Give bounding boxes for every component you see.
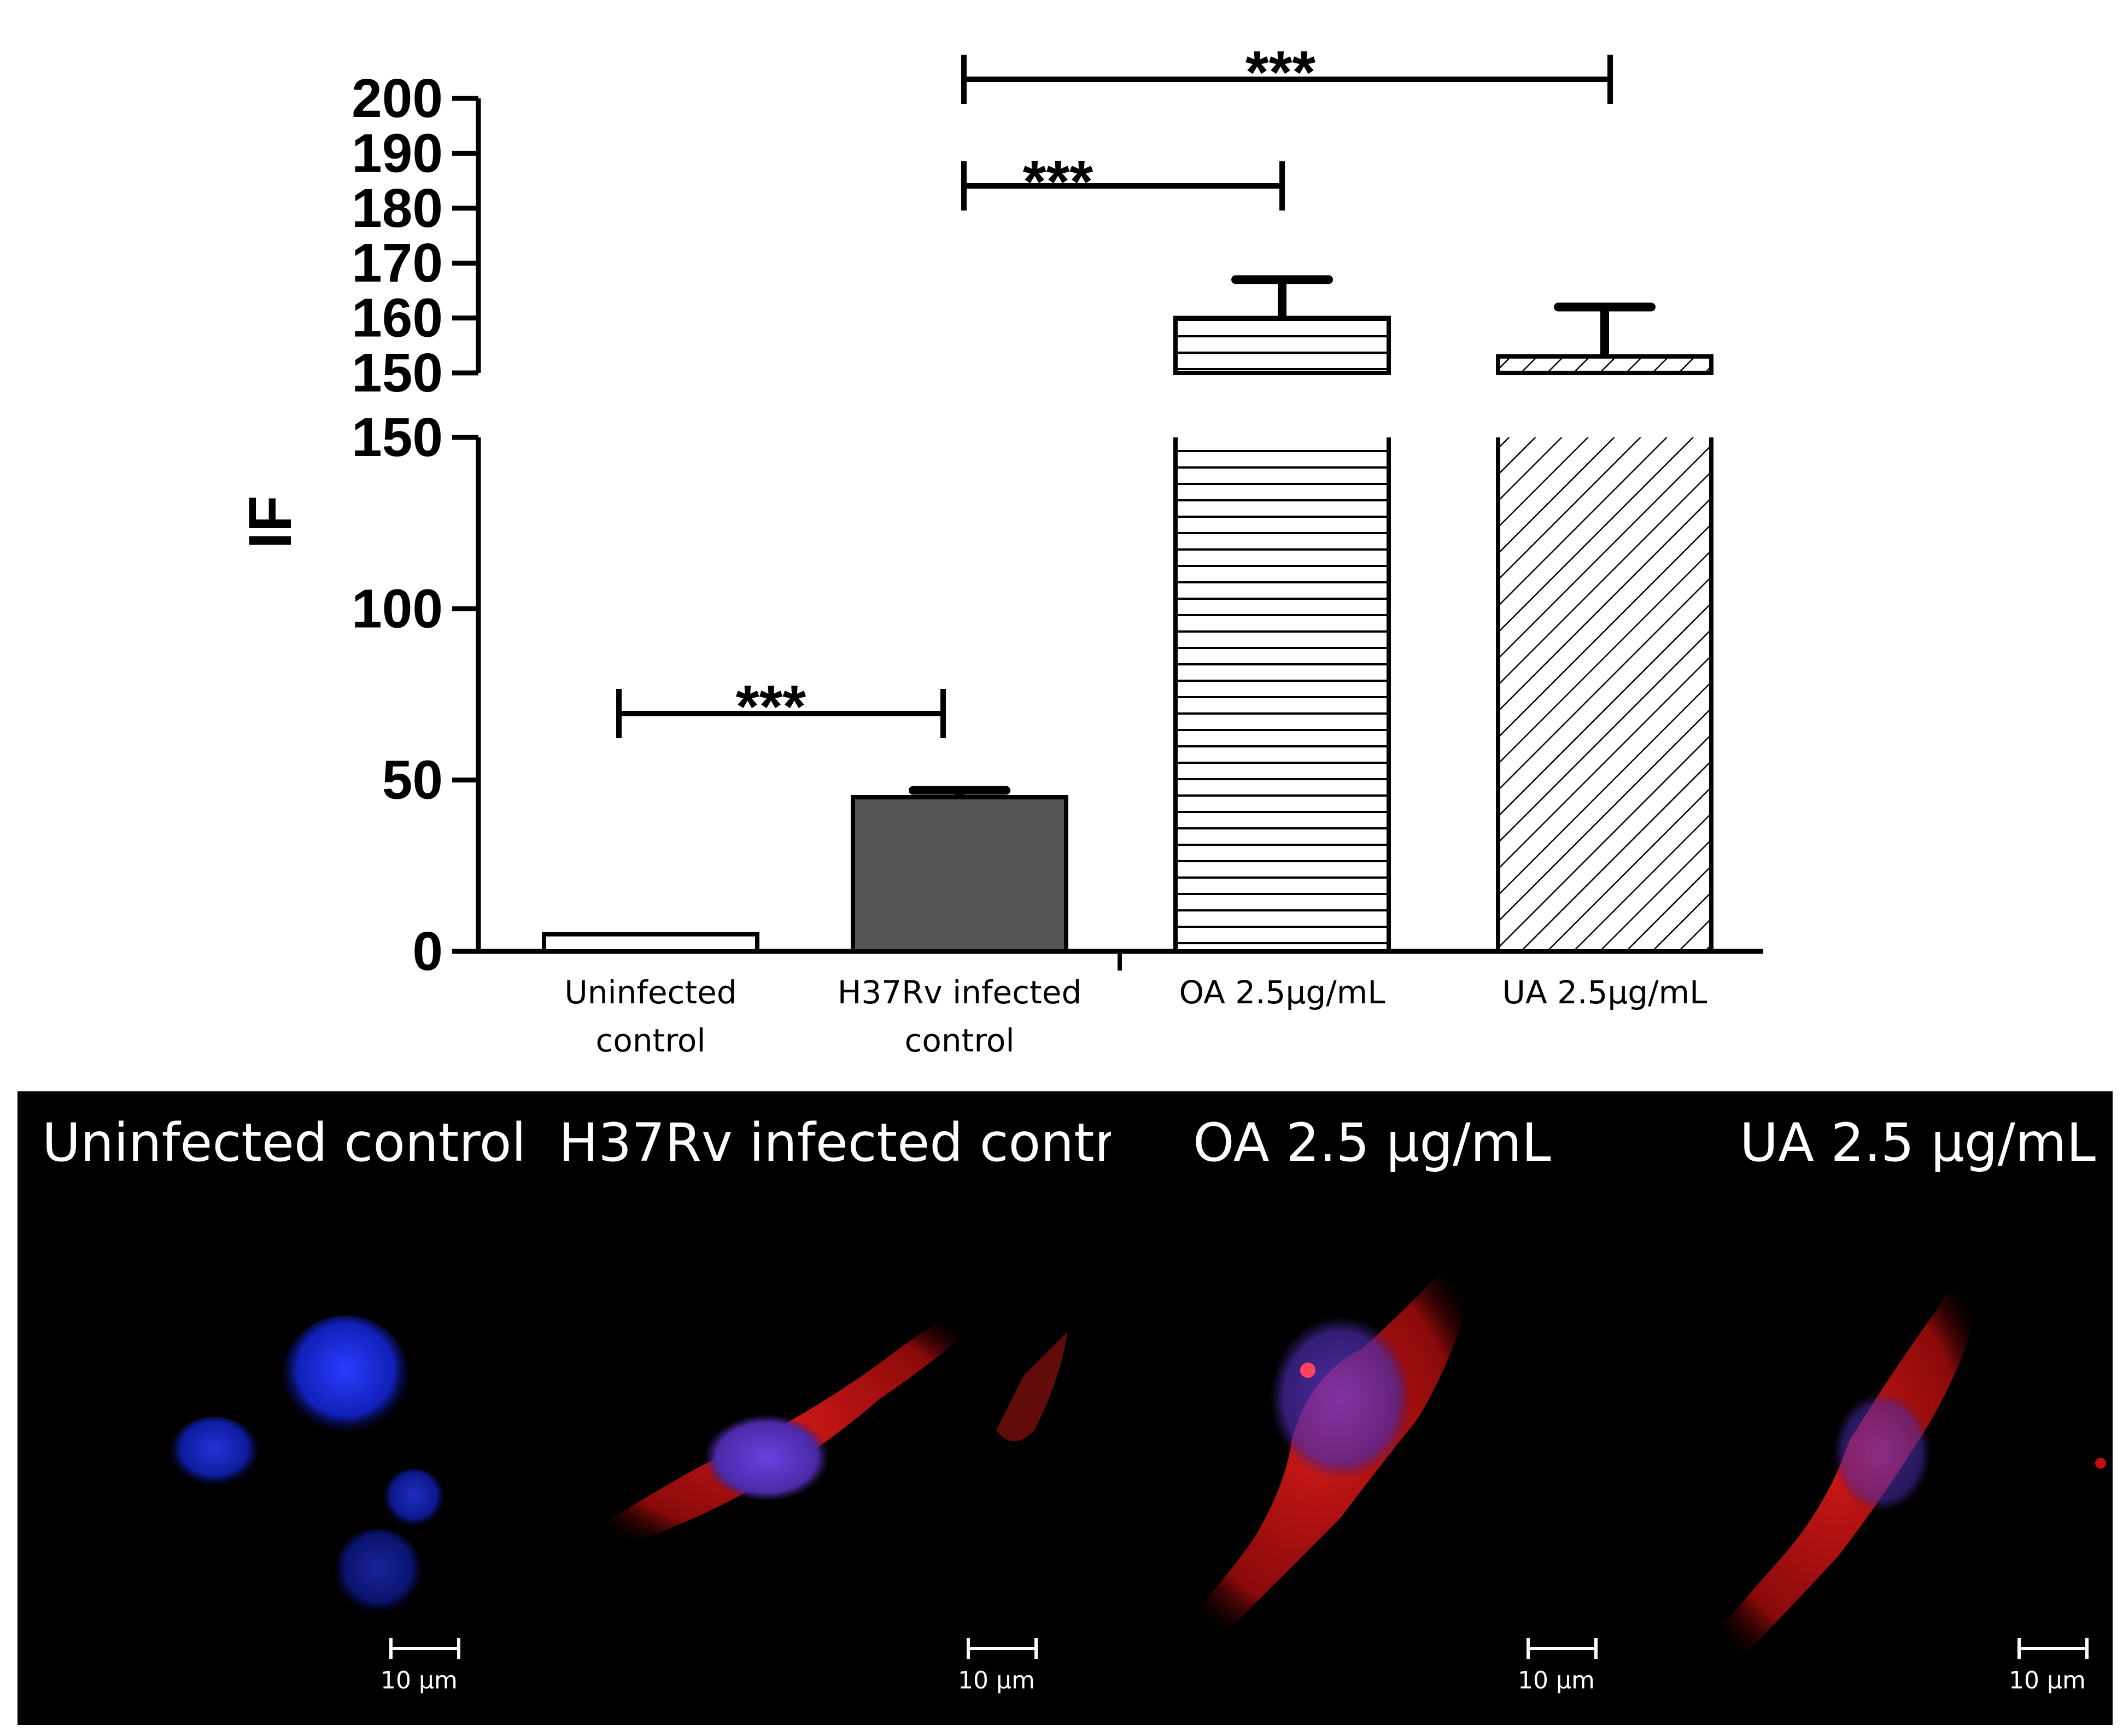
significance-label: *** [1023, 148, 1093, 215]
bar-lower-outline [1173, 437, 1391, 954]
y-tick-label-lower: 0 [412, 921, 443, 982]
y-tick-label-lower: 50 [382, 750, 443, 811]
micrograph-panel-uninfected: Uninfected control 10 μm [17, 1091, 542, 1725]
micrograph-panel-ua: UA 2.5 μg/mL 10 μm [1630, 1091, 2113, 1725]
x-category-label: H37Rv infected [838, 974, 1082, 1011]
bar [851, 795, 1068, 954]
x-category-label: OA 2.5μg/mL [1179, 974, 1385, 1011]
x-category-label: control [904, 1022, 1014, 1059]
x-category-label: Uninfected [564, 974, 736, 1011]
micrograph-image-uninfected [171, 1316, 444, 1616]
bar-chart: 050100150150160170180190200IFUninfectedc… [237, 39, 1763, 1059]
scale-text-uninfected: 10 μm [381, 1667, 458, 1694]
micrograph-panel-oa: OA 2.5 μg/mL 10 μm [1111, 1091, 1630, 1725]
y-tick-label-upper: 200 [352, 68, 443, 129]
micrograph-image-ua [1663, 1212, 2106, 1698]
bar [542, 932, 759, 954]
scale-text-oa: 10 μm [1518, 1667, 1595, 1694]
significance-label: *** [1245, 39, 1316, 106]
y-tick-label-upper: 150 [352, 342, 443, 404]
y-tick-label-lower: 100 [352, 578, 443, 639]
micrograph-image-h37rv [542, 1277, 1067, 1570]
bar-lower-segment [1175, 437, 1389, 951]
panel-label-ua: UA 2.5 μg/mL [1740, 1112, 2096, 1173]
x-category-label: UA 2.5μg/mL [1502, 974, 1707, 1011]
y-tick-label-upper: 170 [352, 232, 443, 294]
significance-label: *** [736, 673, 806, 740]
panel-label-oa: OA 2.5 μg/mL [1193, 1112, 1551, 1173]
panel-label-h37rv: H37Rv infected control [559, 1112, 1111, 1173]
scale-text-h37rv: 10 μm [958, 1667, 1035, 1694]
bar-upper-segment [1496, 354, 1713, 376]
y-tick-label-upper: 160 [352, 288, 443, 349]
y-tick-label-upper: 180 [352, 178, 443, 239]
micrograph-image-oa [1133, 1206, 1505, 1671]
panel-label-uninfected: Uninfected control [42, 1112, 527, 1173]
bar-lower-outline [1496, 437, 1713, 954]
scale-text-ua: 10 μm [2009, 1667, 2086, 1694]
micrograph-strip: Uninfected control 10 μm [17, 1091, 2113, 1725]
bar-lower-segment [1498, 437, 1711, 951]
bar-upper-segment [1173, 315, 1391, 375]
micrograph-panel-h37rv: H37Rv infected control 10 μm [542, 1091, 1111, 1725]
y-tick-label-upper: 190 [352, 122, 443, 184]
y-axis-label: IF [237, 495, 304, 549]
y-tick-label-lower: 150 [352, 407, 443, 468]
x-category-label: control [595, 1022, 705, 1059]
